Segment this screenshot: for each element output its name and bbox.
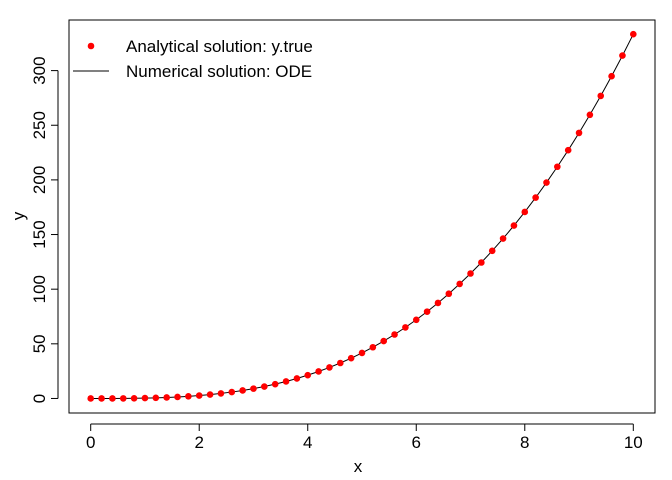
data-point-analytical — [369, 343, 377, 351]
data-point-analytical — [185, 393, 192, 400]
data-point-analytical — [282, 378, 290, 385]
x-tick-label: 0 — [86, 433, 95, 452]
y-tick-label: 50 — [30, 334, 49, 353]
y-tick-label: 300 — [30, 56, 49, 84]
y-tick-label: 250 — [30, 111, 49, 139]
data-point-analytical — [174, 393, 181, 401]
data-point-analytical — [261, 383, 268, 390]
data-point-analytical — [586, 111, 594, 119]
data-point-analytical — [597, 92, 605, 100]
data-point-analytical — [445, 290, 453, 298]
data-point-analytical — [488, 247, 496, 255]
y-tick-label: 150 — [30, 220, 49, 248]
data-point-analytical — [141, 394, 149, 402]
y-tick-label: 100 — [30, 275, 49, 303]
data-point-analytical — [630, 30, 637, 38]
legend-label: Numerical solution: ODE — [126, 62, 312, 81]
data-point-analytical — [163, 394, 170, 401]
data-point-analytical — [130, 394, 138, 402]
data-point-analytical — [195, 392, 203, 399]
data-point-analytical — [119, 395, 127, 402]
data-point-analytical — [402, 324, 409, 331]
data-point-analytical — [358, 349, 366, 357]
data-point-analytical — [304, 371, 312, 379]
data-point-analytical — [98, 395, 105, 402]
x-tick-label: 6 — [412, 433, 421, 452]
x-tick-label: 2 — [194, 433, 203, 452]
data-point-analytical — [434, 299, 442, 307]
data-point-analytical — [347, 354, 355, 362]
x-tick-label: 10 — [624, 433, 643, 452]
data-point-analytical — [412, 316, 420, 324]
data-point-analytical — [423, 308, 431, 315]
x-tick-label: 4 — [303, 433, 312, 452]
data-point-analytical — [315, 368, 322, 375]
data-point-analytical — [87, 395, 94, 402]
x-axis: 0 2 4 6 8 10 — [86, 423, 643, 452]
data-point-analytical — [564, 146, 572, 154]
data-point-analytical — [152, 394, 160, 402]
data-point-analytical — [391, 331, 398, 338]
data-point-analytical — [499, 235, 507, 242]
data-point-analytical — [380, 337, 388, 345]
data-point-analytical — [608, 72, 615, 80]
y-tick-label: 200 — [30, 166, 49, 194]
data-point-analytical — [217, 390, 225, 397]
data-point-analytical — [456, 280, 463, 288]
data-point-analytical — [271, 380, 279, 388]
data-point-analytical — [250, 385, 257, 392]
data-point-analytical — [467, 270, 474, 277]
x-tick-label: 8 — [520, 433, 529, 452]
data-point-analytical — [575, 129, 583, 137]
data-point-analytical — [478, 259, 485, 266]
data-point-analytical — [109, 395, 116, 402]
legend-point-symbol — [87, 42, 95, 50]
x-axis-label: x — [354, 457, 363, 476]
data-point-analytical — [239, 387, 246, 394]
y-axis: 0 50 100 150 200 250 300 — [30, 56, 59, 403]
data-point-analytical — [532, 194, 539, 201]
series-layer — [87, 30, 637, 402]
data-point-analytical — [228, 388, 236, 396]
legend-label: Analytical solution: y.true — [126, 37, 313, 56]
data-point-analytical — [521, 208, 529, 216]
data-point-analytical — [543, 179, 550, 186]
legend: Analytical solution: y.true Numerical sol… — [73, 37, 313, 81]
data-point-analytical — [206, 391, 214, 398]
y-tick-label: 0 — [30, 394, 49, 403]
data-point-analytical — [510, 222, 518, 229]
data-point-analytical — [326, 364, 333, 371]
data-point-analytical — [619, 52, 626, 59]
data-point-analytical — [337, 359, 344, 367]
data-point-analytical — [554, 163, 561, 171]
data-point-analytical — [293, 375, 301, 382]
plot-frame — [68, 19, 656, 414]
y-axis-label: y — [9, 211, 28, 220]
